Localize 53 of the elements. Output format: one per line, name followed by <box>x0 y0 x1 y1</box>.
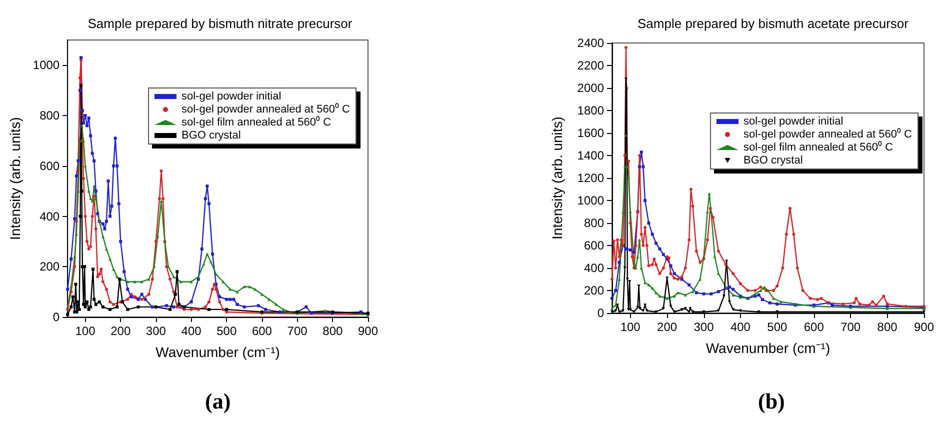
x-tick-label: 200 <box>657 320 678 334</box>
y-axis-title: Intensity (arb. units) <box>549 116 565 240</box>
x-tick-label: 400 <box>181 324 202 338</box>
y-tick-label: 2000 <box>577 81 604 95</box>
y-tick-label: 1200 <box>577 171 604 185</box>
y-axis-title: Intensity (arb. units) <box>7 117 23 240</box>
x-tick-label: 400 <box>730 320 751 334</box>
legend-label: sol-gel powder annealed at 560⁰ C <box>182 102 350 116</box>
y-tick-label: 1800 <box>577 104 604 118</box>
chart-title: Sample prepared by bismuth nitrate precursor <box>88 16 353 31</box>
y-tick-label: 0 <box>52 310 60 324</box>
y-tick-label: 800 <box>584 216 604 230</box>
y-tick-label: 0 <box>597 306 604 320</box>
legend-label: BGO crystal <box>182 130 241 142</box>
legend-label: sol-gel powder initial <box>744 116 844 128</box>
x-tick-label: 700 <box>287 324 308 338</box>
x-tick-label: 500 <box>767 320 788 334</box>
x-tick-label: 100 <box>620 320 641 334</box>
y-tick-label: 800 <box>40 108 60 123</box>
legend-label: sol-gel powder initial <box>182 90 282 102</box>
text: (a) <box>205 388 231 414</box>
y-tick-label: 400 <box>584 261 604 275</box>
legend-label: BGO crystal <box>744 154 803 166</box>
x-tick-label: 800 <box>322 324 343 338</box>
y-tick-label: 1600 <box>577 126 604 140</box>
x-tick-label: 600 <box>252 324 272 338</box>
text: (b) <box>758 388 785 414</box>
chart-title: Sample prepared by bismuth acetate precursor <box>638 16 910 31</box>
x-tick-label: 500 <box>216 324 237 338</box>
y-tick-label: 600 <box>40 158 60 173</box>
x-tick-label: 200 <box>110 324 131 338</box>
x-tick-label: 100 <box>75 324 96 338</box>
y-tick-label: 400 <box>40 209 60 224</box>
y-tick-label: 200 <box>584 284 604 298</box>
y-tick-label: 1400 <box>577 148 604 162</box>
y-tick-label: 2400 <box>577 36 604 50</box>
y-tick-label: 1000 <box>32 58 60 72</box>
y-tick-label: 1000 <box>577 194 604 208</box>
x-tick-label: 900 <box>358 324 378 338</box>
legend-label: sol-gel powder annealed at 560⁰ C <box>744 128 912 140</box>
x-tick-label: 300 <box>146 324 166 338</box>
x-tick-label: 600 <box>804 320 824 334</box>
x-tick-label: 300 <box>694 320 714 334</box>
legend-label: sol-gel film annealed at 560⁰ C <box>182 116 332 128</box>
x-axis-title: Wavenumber (cm⁻¹) <box>156 344 280 360</box>
y-tick-label: 600 <box>584 238 604 252</box>
legend-label: sol-gel film annealed at 560⁰ C <box>744 140 894 154</box>
x-axis-title: Wavenumber (cm⁻¹) <box>706 340 830 356</box>
x-tick-label: 900 <box>914 320 934 334</box>
y-tick-label: 200 <box>40 260 60 274</box>
x-tick-label: 700 <box>840 320 861 334</box>
x-tick-label: 800 <box>877 320 898 334</box>
y-tick-label: 2200 <box>577 58 604 72</box>
